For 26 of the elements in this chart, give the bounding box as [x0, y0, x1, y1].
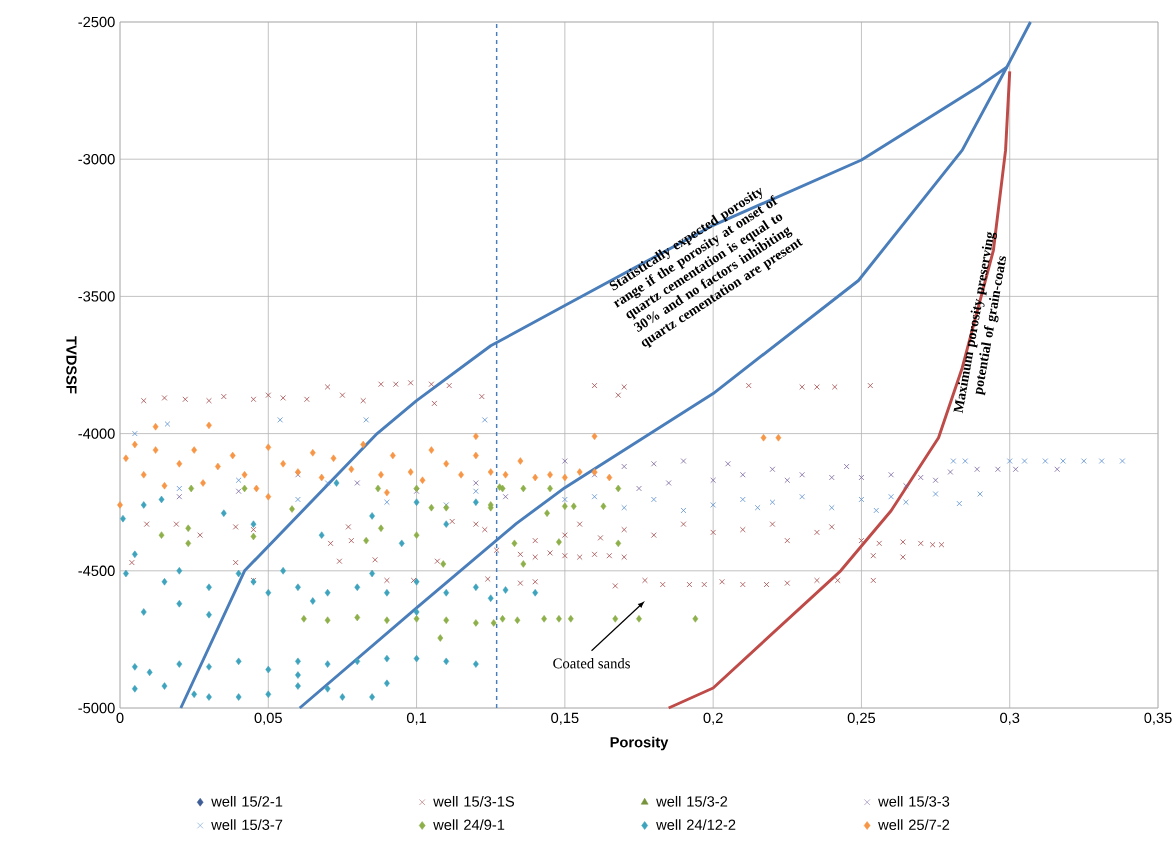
y-tick-label: -5000	[78, 702, 115, 714]
x-tick-label: 0,25	[847, 712, 876, 725]
legend-label: well 25/7-2	[878, 819, 950, 830]
legend-label: well 15/2-1	[211, 795, 283, 807]
legend-label: well 15/3-1S	[433, 795, 515, 807]
legend-label: well 15/3-7	[211, 819, 283, 830]
legend-label: well 24/12-2	[656, 819, 736, 830]
y-tick-label: -4000	[78, 428, 115, 439]
x-tick-label: 0,35	[1144, 712, 1172, 725]
legend-label: well 15/3-3	[878, 795, 950, 807]
y-tick-label: -3500	[78, 291, 115, 302]
x-tick-label: 0,15	[551, 712, 579, 725]
x-tick-label: 0	[116, 712, 124, 724]
x-axis-title: Porosity	[610, 736, 669, 751]
x-tick-label: 0,2	[703, 712, 723, 725]
y-tick-label: -4500	[78, 565, 115, 576]
y-axis-title: TVDSSF	[66, 336, 77, 394]
y-tick-label: -3000	[78, 154, 115, 165]
x-tick-label: 0,3	[1000, 712, 1020, 725]
legend-label: well 24/9-1	[433, 819, 505, 830]
annotation: Maximum porosity preserving potential of grain-coats	[953, 231, 1007, 414]
annotation: Coated sands	[553, 658, 630, 669]
x-tick-label: 0,1	[406, 712, 427, 725]
x-tick-label: 0,05	[254, 712, 282, 725]
legend-label: well 15/3-2	[656, 795, 728, 807]
y-tick-label: -2500	[78, 16, 115, 28]
